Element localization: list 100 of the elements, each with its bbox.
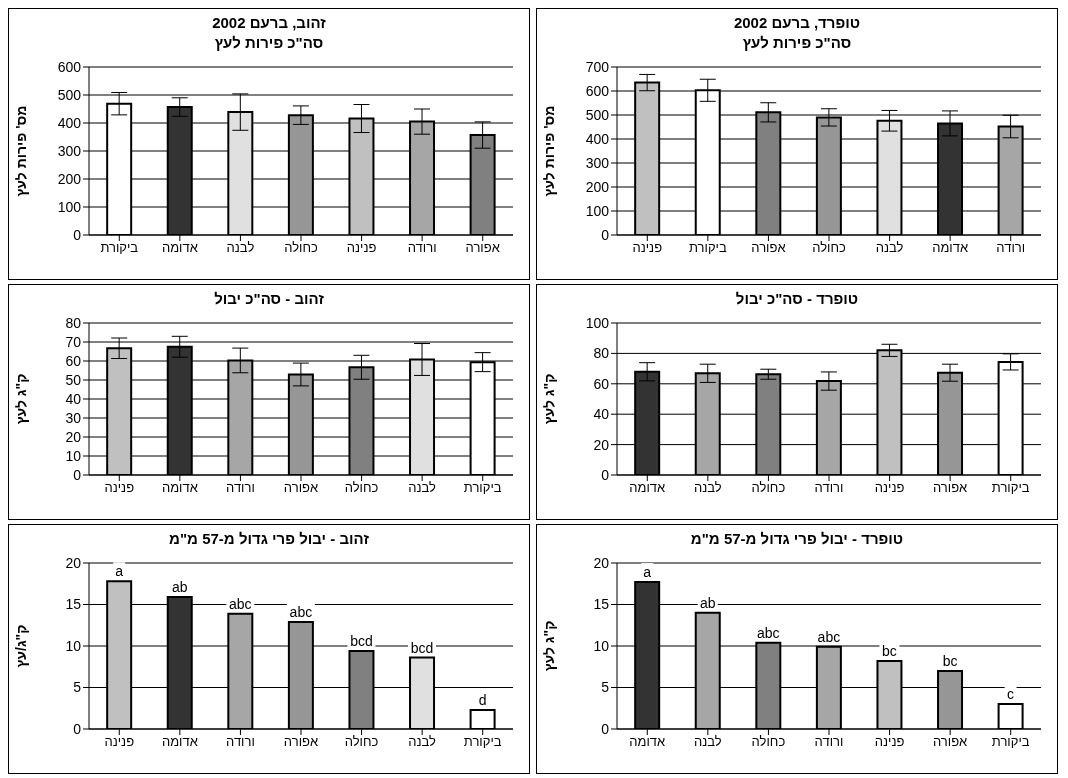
chart-title: טופרד, ברעם 2002 xyxy=(732,13,862,33)
x-tick-label: לבנה xyxy=(694,734,722,750)
y-tick-label: 0 xyxy=(73,466,82,483)
y-axis-title: ק"ג/עץ xyxy=(12,624,29,668)
x-tick-label: כחולה xyxy=(751,480,786,496)
x-tick-label: ביקורת xyxy=(991,480,1030,496)
data-label: bcd xyxy=(410,639,434,656)
y-tick-label: 400 xyxy=(57,114,82,131)
y-tick-label: 10 xyxy=(65,447,82,464)
x-tick-label: פנינה xyxy=(874,480,905,496)
y-tick-label: 0 xyxy=(601,720,610,737)
chart-title: טופרד - סה"כ יבול xyxy=(734,289,860,309)
x-tick-label: ביקורת xyxy=(463,480,502,496)
x-tick-label: לבנה xyxy=(875,240,904,256)
x-tick-label: אפורה xyxy=(465,240,500,256)
y-tick-label: 0 xyxy=(601,226,610,243)
x-tick-label: פנינה xyxy=(104,480,135,496)
data-label: a xyxy=(115,563,124,580)
y-axis-title: מס' פירות לעץ xyxy=(540,105,557,197)
y-tick-label: 80 xyxy=(65,314,82,331)
y-tick-label: 600 xyxy=(585,82,610,99)
y-tick-label: 30 xyxy=(65,409,82,426)
chart-subtitle: סה"כ פירות לעץ xyxy=(213,33,325,53)
x-tick-label: אפורה xyxy=(933,480,968,496)
x-tick-label: אדומה xyxy=(629,480,666,496)
x-tick-label: אפורה xyxy=(933,734,968,750)
y-tick-label: 200 xyxy=(57,170,82,187)
x-tick-label: לבנה xyxy=(408,734,437,750)
y-tick-label: 50 xyxy=(65,371,82,388)
x-tick-label: ורודה xyxy=(407,240,437,256)
x-tick-label: ביקורת xyxy=(100,240,139,256)
x-tick-label: כחולה xyxy=(344,480,379,496)
y-tick-label: 0 xyxy=(601,466,610,483)
x-tick-label: לבנה xyxy=(694,480,722,496)
x-tick-label: פנינה xyxy=(104,734,135,750)
x-tick-label: ורודה xyxy=(814,734,844,750)
y-tick-label: 15 xyxy=(65,596,82,613)
data-label: abc xyxy=(757,624,780,641)
y-tick-label: 60 xyxy=(65,352,82,369)
x-tick-label: פנינה xyxy=(632,240,663,256)
chart-title: זהוב - סה"כ יבול xyxy=(213,289,325,309)
y-tick-label: 20 xyxy=(593,554,610,571)
x-tick-label: פנינה xyxy=(346,240,377,256)
y-tick-label: 0 xyxy=(73,720,82,737)
data-label: bcd xyxy=(350,632,373,649)
x-tick-label: כחולה xyxy=(812,240,846,256)
data-label: ab xyxy=(699,594,716,611)
chart-subtitle: סה"כ פירות לעץ xyxy=(741,33,853,53)
x-tick-label: אפורה xyxy=(751,240,786,256)
y-tick-label: 500 xyxy=(57,86,82,103)
x-tick-label: כחולה xyxy=(284,240,318,256)
x-tick-label: ורודה xyxy=(226,480,255,496)
x-tick-label: פנינה xyxy=(874,734,905,750)
y-tick-label: 20 xyxy=(65,428,82,445)
x-tick-label: ביקורת xyxy=(463,734,502,750)
y-tick-label: 100 xyxy=(585,202,610,219)
x-tick-label: אפורה xyxy=(283,734,319,750)
y-tick-label: 5 xyxy=(73,679,82,696)
data-label: abc xyxy=(817,628,841,645)
x-tick-label: ורודה xyxy=(814,480,844,496)
y-tick-label: 10 xyxy=(65,637,82,654)
data-label: a xyxy=(643,564,652,581)
x-tick-label: כחולה xyxy=(751,734,786,750)
x-tick-label: ביקורת xyxy=(688,240,727,256)
x-tick-label: אדומה xyxy=(161,240,198,256)
data-label: abc xyxy=(289,603,313,620)
y-tick-label: 60 xyxy=(593,375,610,392)
y-tick-label: 600 xyxy=(57,58,82,75)
y-tick-label: 300 xyxy=(57,142,82,159)
y-axis-title: מס' פירות לעץ xyxy=(12,105,29,197)
x-tick-label: כחולה xyxy=(344,734,379,750)
data-label: bc xyxy=(942,652,958,669)
data-label: c xyxy=(1007,686,1015,703)
x-tick-label: אפורה xyxy=(283,480,319,496)
data-label: abc xyxy=(229,595,252,612)
y-axis-title: ק"ג לעץ xyxy=(12,373,29,425)
chart-title: טופרד - יבול פרי גדול מ-57 מ"מ xyxy=(689,529,905,549)
x-tick-label: ורודה xyxy=(226,734,255,750)
x-tick-label: אדומה xyxy=(932,240,969,256)
y-tick-label: 40 xyxy=(593,406,610,423)
y-tick-label: 700 xyxy=(585,58,610,75)
y-tick-label: 70 xyxy=(65,333,82,350)
x-tick-label: לבנה xyxy=(226,240,255,256)
y-tick-label: 20 xyxy=(65,554,82,571)
chart-title: זהוב, ברעם 2002 xyxy=(211,13,327,33)
y-tick-label: 300 xyxy=(585,154,610,171)
chart-title: זהוב - יבול פרי גדול מ-57 מ"מ xyxy=(168,529,370,549)
y-tick-label: 0 xyxy=(73,226,82,243)
y-tick-label: 40 xyxy=(65,390,82,407)
x-tick-label: ורודה xyxy=(996,240,1026,256)
y-tick-label: 15 xyxy=(593,596,610,613)
data-label: ab xyxy=(171,579,188,596)
y-tick-label: 100 xyxy=(57,198,82,215)
x-tick-label: אדומה xyxy=(629,734,666,750)
data-label: d xyxy=(478,691,487,708)
y-tick-label: 500 xyxy=(585,106,610,123)
y-tick-label: 20 xyxy=(593,436,610,453)
data-label: bc xyxy=(882,642,897,659)
y-axis-title: ק"ג לעץ xyxy=(540,620,557,672)
x-tick-label: ביקורת xyxy=(991,734,1030,750)
